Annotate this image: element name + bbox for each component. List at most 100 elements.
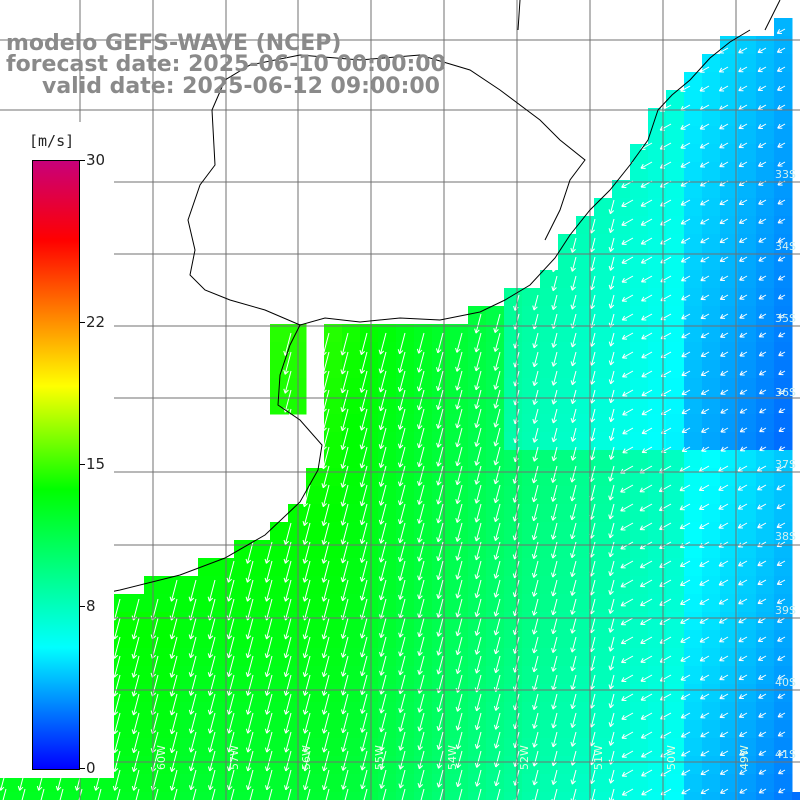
wind-arrow [321, 389, 330, 413]
field-cell [378, 756, 397, 775]
wind-arrow [699, 522, 710, 529]
wind-arrow [340, 370, 349, 394]
field-cell [648, 504, 667, 523]
wind-arrow [378, 370, 387, 393]
wind-arrow [699, 674, 710, 681]
field-cell [414, 738, 433, 757]
wind-arrow [340, 522, 349, 545]
field-cell [630, 450, 649, 469]
field-cell [738, 648, 757, 667]
field-cell [288, 594, 307, 613]
field-cell [774, 342, 793, 361]
field-cell [522, 486, 541, 505]
wind-arrow [455, 351, 463, 372]
field-cell [360, 504, 379, 523]
wind-arrow [700, 237, 710, 244]
wind-arrow [226, 750, 235, 772]
field-cell [540, 774, 559, 793]
wind-arrow [436, 731, 444, 750]
wind-arrow [608, 256, 615, 271]
wind-arrow [344, 788, 349, 800]
wind-arrow [493, 465, 501, 485]
wind-arrow [416, 427, 425, 449]
wind-arrow [207, 731, 216, 753]
wind-arrow [455, 731, 463, 750]
wind-arrow [680, 161, 691, 168]
wind-arrow [778, 408, 786, 414]
wind-arrow [360, 769, 368, 790]
field-cell [720, 180, 739, 199]
wind-arrow [641, 769, 653, 777]
field-cell [792, 792, 800, 800]
wind-arrow [340, 427, 349, 450]
lon-label: 55W [373, 745, 386, 770]
wind-arrow [738, 579, 748, 586]
wind-arrow [493, 484, 501, 504]
field-cell [486, 648, 505, 667]
field-cell [414, 774, 433, 793]
field-cell [774, 144, 793, 163]
field-cell [774, 486, 793, 505]
wind-arrow [738, 161, 748, 168]
wind-arrow [551, 579, 558, 597]
wind-arrow [340, 332, 349, 356]
title-model: modelo GEFS-WAVE (NCEP) [6, 31, 342, 56]
wind-arrow [608, 332, 615, 347]
wind-arrow [681, 370, 691, 377]
wind-arrow [759, 408, 767, 414]
field-cell [468, 594, 487, 613]
wind-arrow [321, 408, 330, 432]
field-cell [504, 468, 523, 487]
field-cell [594, 558, 613, 577]
wind-arrow [531, 617, 539, 635]
wind-arrow [699, 560, 710, 567]
field-cell [738, 666, 757, 685]
wind-arrow [455, 712, 463, 731]
wind-arrow [188, 636, 197, 659]
wind-arrow [737, 522, 748, 529]
wind-arrow [640, 674, 653, 682]
field-cell [612, 306, 631, 325]
field-cell [558, 558, 577, 577]
wind-arrow [640, 693, 653, 701]
wind-arrow [608, 712, 615, 728]
wind-arrow [700, 769, 710, 776]
wind-arrow [640, 161, 653, 169]
field-cell [738, 468, 757, 487]
wind-arrow [226, 712, 235, 734]
wind-arrow [207, 617, 216, 640]
field-cell [54, 792, 73, 800]
field-cell [576, 486, 595, 505]
field-cell [684, 468, 703, 487]
field-cell [702, 378, 721, 397]
field-cell [648, 162, 667, 181]
field-cell [540, 504, 559, 523]
field-cell [612, 270, 631, 289]
field-cell [756, 234, 775, 253]
wind-arrow [474, 313, 482, 334]
field-cell [594, 324, 613, 343]
wind-arrow [417, 446, 425, 468]
wind-arrow [680, 256, 691, 263]
field-cell [738, 162, 757, 181]
wind-arrow [757, 636, 767, 643]
field-cell [774, 414, 793, 433]
field-cell [486, 432, 505, 451]
wind-arrow [474, 503, 482, 523]
wind-arrow [340, 446, 349, 469]
wind-arrow [680, 598, 691, 605]
wind-arrow [758, 256, 767, 262]
wind-arrow [778, 370, 786, 376]
field-cell [612, 738, 631, 757]
field-cell [378, 720, 397, 739]
wind-arrow [738, 674, 748, 681]
field-cell [558, 360, 577, 379]
wind-arrow [359, 427, 368, 450]
field-cell [504, 324, 523, 343]
field-cell [666, 432, 685, 451]
field-cell [684, 450, 703, 469]
field-cell [702, 720, 721, 739]
field-cell [666, 378, 685, 397]
field-cell [270, 792, 289, 800]
wind-arrow [245, 636, 254, 659]
